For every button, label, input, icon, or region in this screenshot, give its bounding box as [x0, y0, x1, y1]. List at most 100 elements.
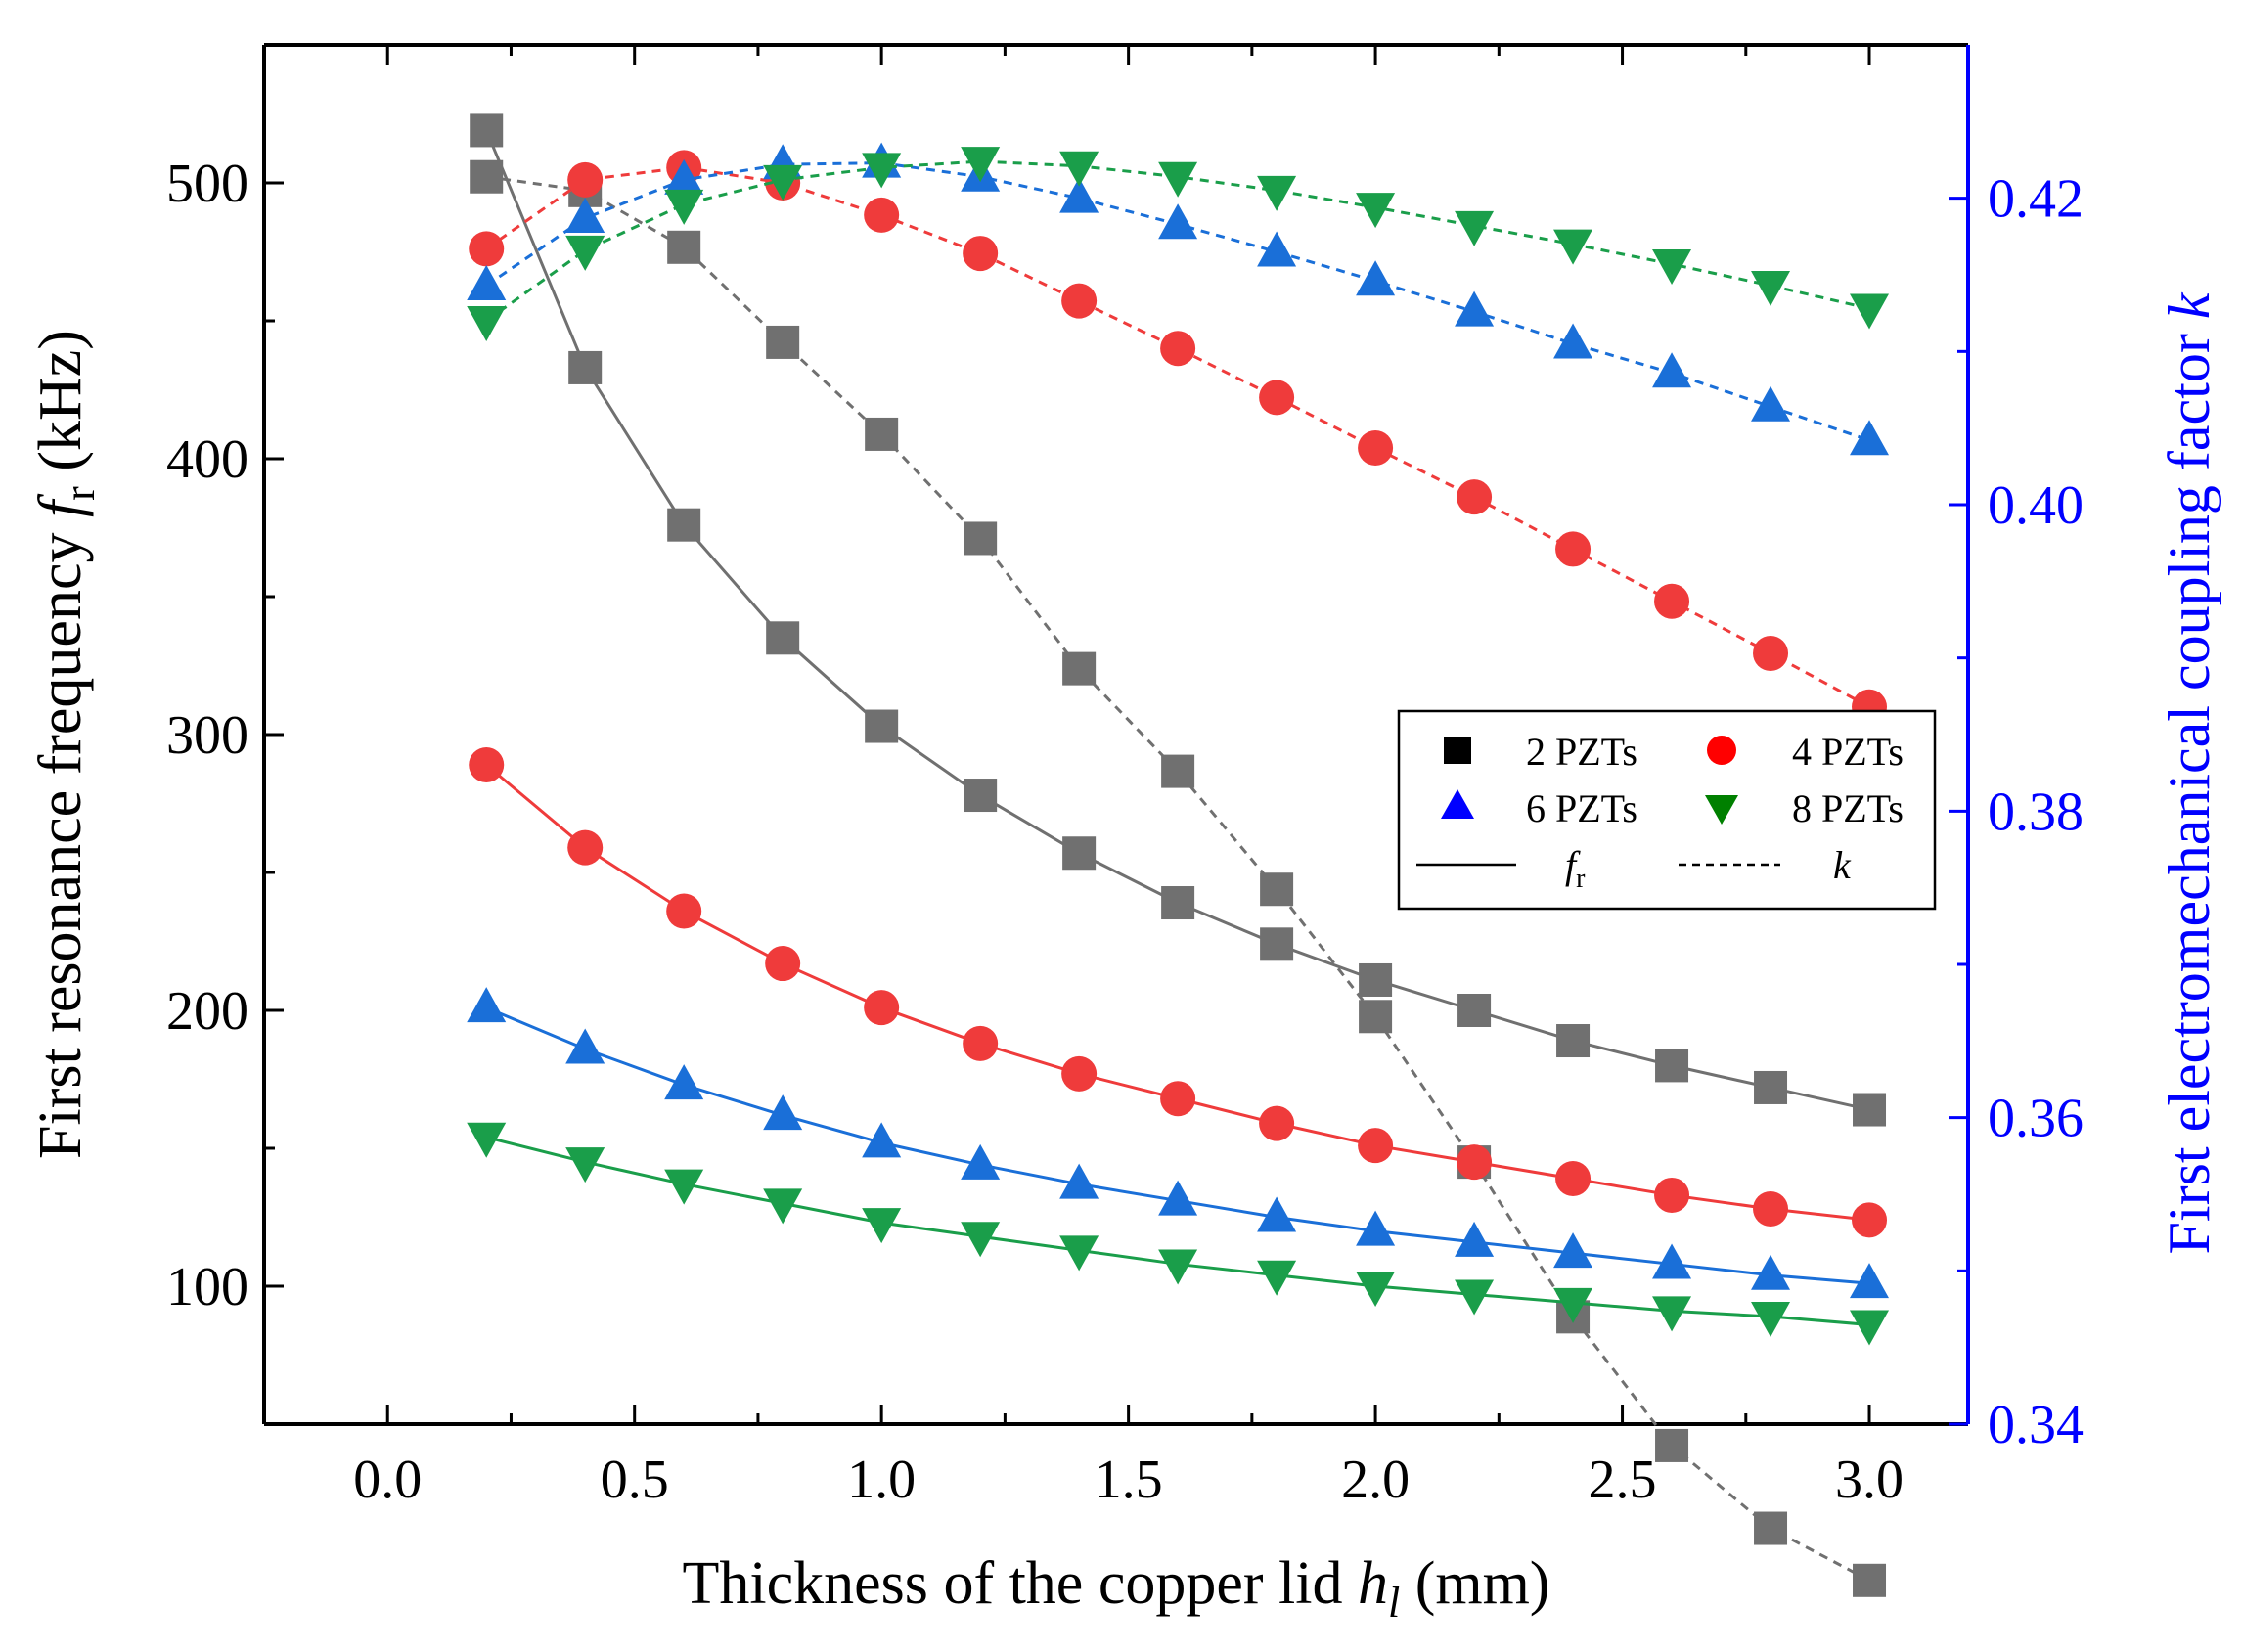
series-4	[467, 147, 1890, 1346]
fr-point	[567, 829, 604, 866]
fr-point	[470, 113, 504, 148]
fr-point	[1358, 1128, 1394, 1164]
k-point	[1158, 203, 1198, 240]
x-axis-title-main: Thickness of the copper lid	[683, 1550, 1358, 1617]
k-point	[1259, 380, 1295, 416]
k-point	[567, 161, 604, 198]
k-point	[1059, 177, 1099, 213]
fr-point	[1553, 1287, 1593, 1323]
fr-point	[1356, 1210, 1396, 1246]
k-point	[766, 325, 800, 359]
fr-point	[1751, 1302, 1791, 1338]
legend-label: 4 PZTs	[1792, 730, 1904, 774]
x-tick-label: 3.0	[1835, 1450, 1904, 1510]
legend-box	[1397, 709, 1937, 911]
k-point	[1751, 385, 1791, 422]
y-right-axis-title: First electromechanical coupling factor …	[2157, 291, 2221, 1254]
fr-point	[1457, 1144, 1493, 1181]
k-point	[1553, 323, 1593, 359]
k-point	[1356, 260, 1396, 296]
k-point	[1257, 231, 1297, 267]
y-right-title-var: k	[2157, 291, 2221, 319]
fr-point	[1556, 1024, 1591, 1058]
x-axis-title-unit: (mm)	[1400, 1550, 1549, 1617]
fr-point	[766, 621, 800, 655]
k-point	[1061, 283, 1098, 319]
k-point	[467, 306, 507, 341]
axes: 0.0 0.5 1.0 1.5 2.0 2.5 3.0 100 200 300 400 500 0.34…	[166, 43, 2084, 1510]
legend-marker	[1707, 736, 1736, 765]
k-point	[864, 197, 900, 233]
fr-point	[1061, 1055, 1098, 1092]
fr-point	[664, 1064, 704, 1100]
x-tick-label: 1.5	[1095, 1450, 1163, 1510]
k-point	[1257, 175, 1297, 211]
k-point	[1652, 352, 1692, 388]
k-point	[1850, 420, 1890, 456]
fr-point	[1852, 1202, 1888, 1238]
y-right-title-main: First electromechanical coupling factor	[2157, 319, 2221, 1254]
fr-point	[1853, 1093, 1887, 1127]
k-point	[1853, 1563, 1887, 1597]
fr-line	[484, 129, 1870, 1111]
fr-point	[1754, 1070, 1788, 1104]
fr-point	[1259, 1105, 1295, 1141]
fr-point	[1850, 1263, 1890, 1299]
legend-marker	[1444, 737, 1471, 764]
x-tick-label: 0.5	[601, 1450, 669, 1510]
y-left-tick-label: 400	[166, 429, 248, 490]
fr-point	[1655, 1049, 1689, 1083]
k-point	[862, 153, 902, 189]
k-point	[1652, 249, 1692, 286]
fr-point	[1455, 1221, 1495, 1257]
k-point	[961, 147, 1001, 183]
k-point	[664, 189, 704, 225]
k-point	[1555, 531, 1592, 567]
fr-point	[1455, 1279, 1495, 1316]
fr-point	[1359, 962, 1393, 997]
fr-point	[1260, 927, 1294, 961]
legend-marker	[1441, 789, 1474, 819]
series-layer	[467, 113, 1890, 1597]
y-right-tick-label: 0.34	[1988, 1395, 2084, 1455]
x-tick-label: 2.5	[1589, 1450, 1657, 1510]
k-point	[1655, 1428, 1689, 1462]
legend-marker	[1705, 795, 1738, 825]
fr-point	[765, 946, 801, 982]
k-point	[763, 164, 803, 201]
fr-point	[961, 1222, 1001, 1258]
y-left-tick-label: 200	[166, 981, 248, 1042]
k-point	[565, 235, 605, 271]
k-point	[865, 417, 899, 451]
fr-point	[862, 1122, 902, 1158]
fr-point	[763, 1094, 803, 1131]
fr-point	[1356, 1272, 1396, 1307]
k-point	[667, 230, 701, 264]
fr-point	[568, 350, 603, 384]
fr-point	[1850, 1310, 1890, 1346]
x-axis-title-sub: l	[1388, 1579, 1400, 1627]
fr-point	[467, 1122, 507, 1158]
k-point	[1158, 161, 1198, 198]
fr-point	[963, 1025, 999, 1061]
fr-point	[467, 987, 507, 1023]
k-point	[963, 236, 999, 272]
fr-point	[961, 1143, 1001, 1180]
x-tick-label: 2.0	[1341, 1450, 1410, 1510]
k-point	[470, 159, 504, 194]
axis-titles: Thickness of the copper lid hl (mm) First…	[27, 291, 2221, 1627]
y-left-tick-label: 300	[166, 705, 248, 766]
fr-point	[565, 1147, 605, 1183]
k-point	[1457, 479, 1493, 515]
k-point	[664, 158, 704, 195]
legend-label: 8 PZTs	[1792, 786, 1904, 830]
x-tick-label: 1.0	[847, 1450, 916, 1510]
k-point	[1160, 331, 1196, 367]
k-point	[1751, 270, 1791, 306]
legend-k-label: k	[1833, 843, 1852, 887]
y-left-tick-label: 100	[166, 1257, 248, 1317]
fr-point	[763, 1188, 803, 1225]
fr-point	[1062, 836, 1097, 871]
fr-point	[1158, 1180, 1198, 1216]
